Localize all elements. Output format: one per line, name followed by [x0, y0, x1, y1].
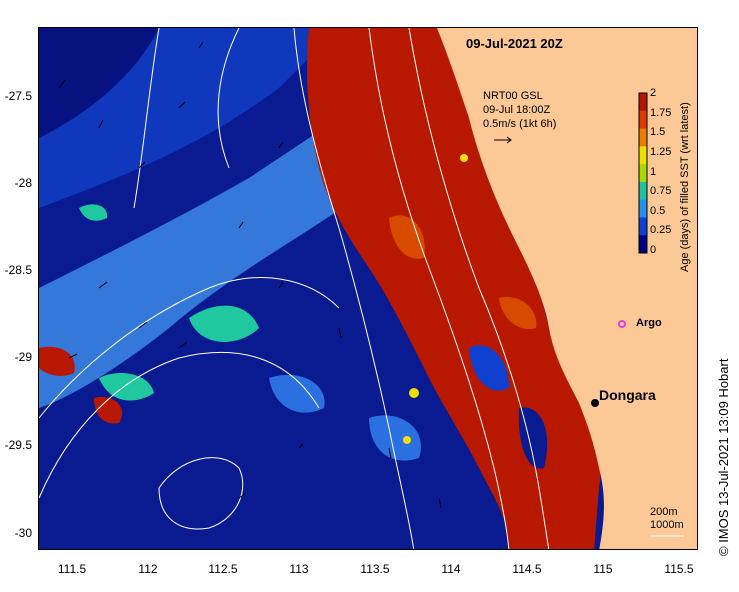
y-tick-label: -29.5: [4, 438, 32, 452]
contour-line: [408, 28, 550, 549]
x-tick-label: 115.5: [664, 562, 694, 576]
scale-label-1000m: 1000m: [650, 519, 684, 531]
current-vector: [338, 327, 342, 339]
current-vector: [178, 101, 186, 109]
contour-line: [39, 277, 340, 419]
sst-age-patch-teal: [99, 373, 154, 401]
colorbar-tick: 1.5: [650, 126, 666, 138]
contour-line: [39, 352, 320, 499]
colorbar: [638, 92, 648, 254]
sst-age-coastal-orange: [499, 297, 537, 330]
current-vector: [278, 141, 284, 149]
sst-age-patch-mid: [369, 415, 421, 461]
y-tick-label: -27.5: [4, 89, 32, 103]
sst-age-western-warm: [94, 397, 123, 424]
current-vector: [238, 493, 246, 499]
sst-age-map: [39, 28, 697, 549]
current-vector: [178, 341, 188, 349]
x-tick-label: 112.5: [208, 562, 238, 576]
sst-age-spot-yellow: [409, 388, 419, 398]
sst-age-patch-teal: [79, 204, 108, 221]
colorbar-segment: [639, 110, 647, 130]
x-tick-label: 114.5: [512, 562, 542, 576]
argo-float-marker: [618, 320, 626, 328]
colorbar-tick: 0.75: [650, 185, 672, 197]
contour-line: [217, 28, 240, 169]
map-panel: [38, 27, 698, 550]
scale-label-200m: 200m: [650, 506, 678, 518]
current-vector: [438, 497, 442, 509]
contour-line: [133, 28, 160, 209]
bathymetry-contours: [39, 28, 550, 549]
current-legend-arrow: [494, 136, 512, 144]
current-vector: [388, 447, 392, 459]
y-tick-label: -28.5: [4, 263, 32, 277]
colorbar-segment: [639, 199, 647, 218]
colorbar-segment: [639, 217, 647, 236]
current-vector: [198, 41, 204, 49]
copyright-text: © IMOS 13-Jul-2021 13:09 Hobart: [716, 358, 731, 556]
contour-line: [293, 28, 415, 549]
sst-age-coastal-orange: [389, 215, 425, 259]
sst-age-western-warm: [39, 346, 75, 376]
colorbar-tick: 0: [650, 244, 657, 256]
current-legend-line: NRT00 GSL: [483, 90, 543, 102]
colorbar-tick: 0.25: [650, 224, 672, 236]
colorbar-segment: [639, 93, 647, 112]
colorbar-segment: [639, 181, 647, 201]
x-tick-label: 115: [593, 562, 613, 576]
dongara-marker: [591, 399, 599, 407]
land-mass: [437, 28, 697, 549]
x-tick-label: 114: [441, 562, 461, 576]
colorbar-border: [638, 92, 648, 254]
colorbar-tick: 1.25: [650, 146, 672, 158]
y-tick-label: -30: [14, 526, 32, 540]
current-vector: [278, 281, 284, 289]
contour-line: [158, 457, 244, 530]
colorbar-tick: 2: [650, 87, 657, 99]
x-tick-label: 113: [289, 562, 309, 576]
current-vector: [298, 443, 304, 449]
sst-age-spot-yellow: [460, 154, 468, 162]
map-title: 09-Jul-2021 20Z: [466, 36, 563, 51]
x-tick-label: 112: [138, 562, 158, 576]
colorbar-tick: 1.75: [650, 107, 672, 119]
y-tick-label: -29: [14, 350, 32, 364]
current-vector: [138, 161, 146, 169]
colorbar-segment: [639, 164, 647, 183]
sst-age-patch-mid: [269, 374, 325, 413]
sst-age-spot-yellow: [403, 436, 411, 444]
y-tick-label: -28: [14, 176, 32, 190]
colorbar-segment: [639, 235, 647, 254]
colorbar-segment: [639, 128, 647, 147]
sst-age-band-light: [39, 118, 369, 408]
current-vector: [138, 321, 148, 329]
current-vector: [98, 281, 108, 289]
colorbar-tick: 0.5: [650, 205, 666, 217]
x-tick-label: 111.5: [57, 562, 87, 576]
dongara-label: Dongara: [599, 387, 656, 403]
current-vectors: [58, 41, 442, 509]
sst-age-coastal-blue: [469, 345, 509, 391]
sst-age-patch-teal: [189, 305, 259, 342]
current-vector: [58, 79, 66, 89]
x-tick-label: 113.5: [360, 562, 390, 576]
colorbar-tick: 1: [650, 166, 657, 178]
current-vector: [238, 221, 244, 229]
current-vector: [68, 353, 78, 359]
current-vector: [98, 119, 104, 129]
argo-label: Argo: [636, 317, 662, 329]
colorbar-segment: [639, 146, 647, 165]
colorbar-title: Age (days) of filled SST (wrt latest): [679, 102, 691, 272]
sst-age-coastal-blue: [518, 407, 548, 469]
contour-line: [368, 28, 510, 549]
sst-age-band-dark: [39, 28, 159, 138]
current-legend-line: 09-Jul 18:00Z: [483, 104, 551, 116]
current-legend-line: 0.5m/s (1kt 6h): [483, 118, 557, 130]
